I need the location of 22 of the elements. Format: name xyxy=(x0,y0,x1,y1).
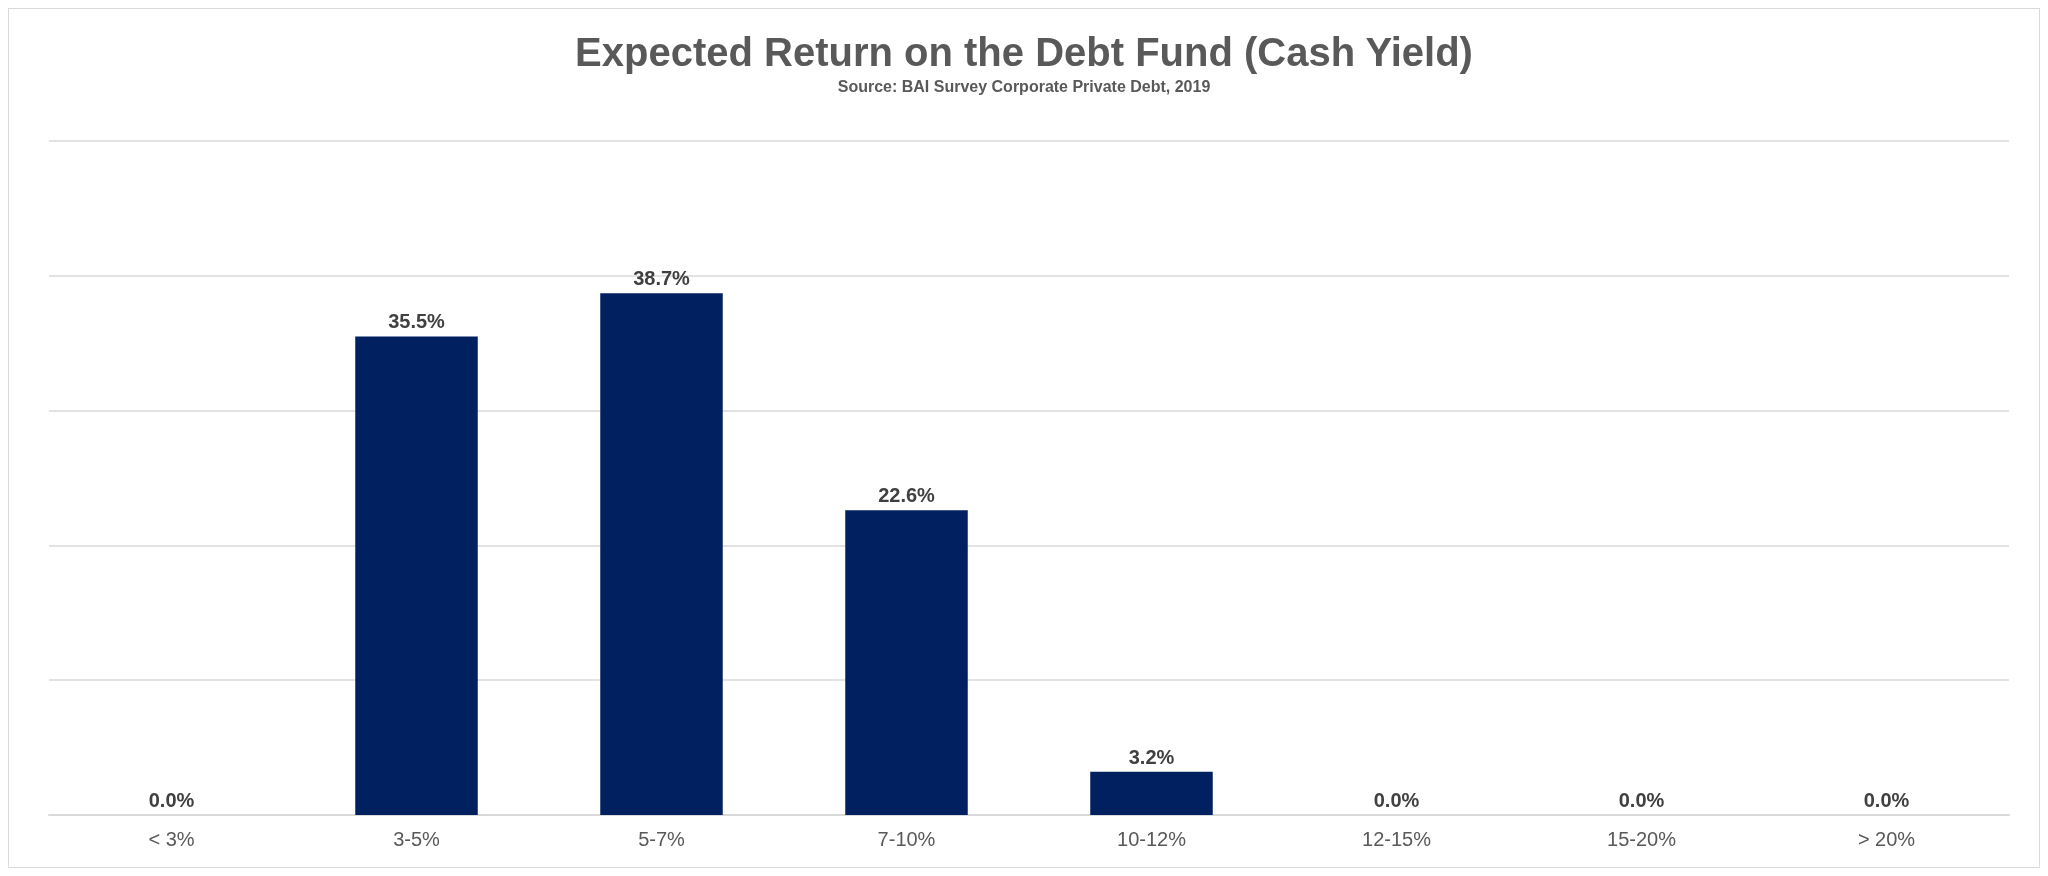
bar xyxy=(1090,771,1213,815)
bar xyxy=(600,293,723,815)
data-label: 3.2% xyxy=(1128,745,1175,768)
bar xyxy=(845,510,968,815)
x-tick-label: 15-20% xyxy=(1607,828,1677,850)
chart-title: Expected Return on the Debt Fund (Cash Yield) xyxy=(575,30,1473,74)
data-label: 0.0% xyxy=(1373,789,1420,811)
data-label: 35.5% xyxy=(388,310,446,333)
bar xyxy=(355,336,478,815)
x-tick-label: < 3% xyxy=(148,828,195,850)
chart-subtitle: Source: BAI Survey Corporate Private Debt, 2019 xyxy=(837,77,1211,95)
data-label: 0.0% xyxy=(1863,789,1910,811)
x-tick-label: 5-7% xyxy=(638,828,686,850)
x-tick-label: > 20% xyxy=(1857,828,1916,850)
x-tick-label: 3-5% xyxy=(393,828,441,850)
x-tick-label: 7-10% xyxy=(877,828,936,850)
data-label: 0.0% xyxy=(1618,789,1665,811)
x-tick-label: 12-15% xyxy=(1362,828,1432,850)
data-label: 38.7% xyxy=(633,267,691,290)
x-tick-label: 10-12% xyxy=(1117,828,1187,850)
data-label: 22.6% xyxy=(878,484,936,507)
data-label: 0.0% xyxy=(148,789,195,811)
